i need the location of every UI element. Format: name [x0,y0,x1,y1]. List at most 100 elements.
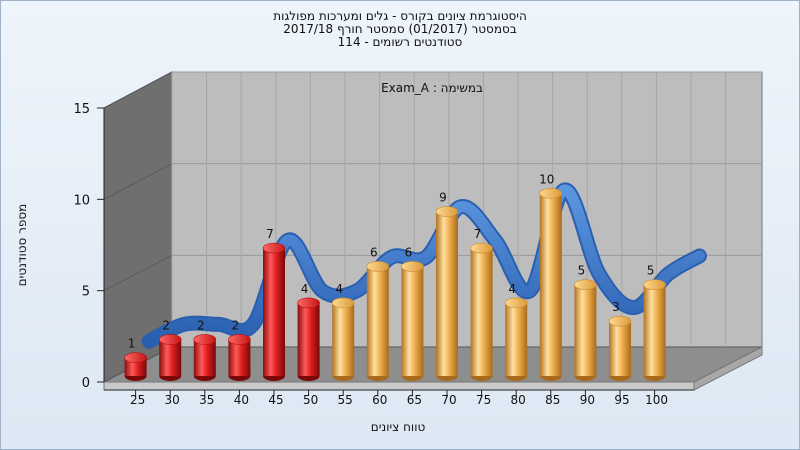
x-tick-label: 100 [645,393,668,407]
bar-top [124,352,147,364]
bar-80 [504,297,528,381]
grid-line-side [103,163,173,200]
bar-top [574,279,597,290]
trend-curve-layer [141,182,707,349]
y-tick-label: 10 [73,193,90,208]
bar-top [504,297,528,309]
bar-top [643,279,666,290]
bar-70 [435,206,459,381]
bar-top [539,188,563,199]
bar-labels-layer: 1 2 2 2 7 4 4 6 6 9 7 4 10 5 3 5 [128,172,655,350]
bar-value-label: 4 [301,282,309,296]
bar-value-label: 6 [405,245,413,259]
x-tick-label: 95 [614,393,629,407]
bar-value-label: 3 [612,300,620,314]
title-line-3: סטודנטים רשומים - 114 [337,35,463,49]
bar-85 [539,188,563,381]
x-tick-label: 65 [407,393,422,407]
bar-value-label: 7 [266,227,274,241]
bar-body [401,266,424,376]
trend-curve [143,184,705,347]
bar-top [435,206,459,217]
chart-subtitle: Exam_A : במשימה [381,81,483,95]
bar-body [470,248,493,376]
grid-line-side [103,254,173,292]
bar-top [470,242,493,254]
bar-value-label: 5 [647,264,655,278]
x-tick-label: 85 [545,393,560,407]
bar-value-label: 4 [335,282,343,296]
title-line-1: היסטוגרמת ציונים בקורס - גלים ומערכות מפ… [273,9,527,23]
x-tick-label: 45 [268,393,283,407]
bar-value-label: 9 [439,191,447,205]
bar-value-label: 4 [508,282,516,296]
bar-90 [574,279,597,381]
y-tick-label: 15 [73,102,90,117]
title-line-2: בסמסטר (01/2017) סמסטר חורף 2017/18 [283,22,517,36]
bar-60 [366,261,390,381]
bar-top [366,261,390,272]
bar-body [366,266,389,376]
x-tick-label: 90 [580,393,595,407]
bar-body [643,284,666,376]
x-tick-label: 35 [199,393,214,407]
bar-body [332,302,355,376]
bar-body [297,302,320,376]
bar-body [228,339,251,376]
bar-25 [124,352,147,381]
grid-line-side [103,71,173,109]
bar-value-label: 7 [474,227,482,241]
bar-body [436,211,458,376]
bar-top [193,334,217,345]
x-tick-label: 40 [234,393,249,407]
bar-body [159,339,182,376]
bar-top [331,297,355,309]
bar-40 [228,334,251,381]
bar-50 [297,297,320,381]
bar-top [401,261,424,272]
bar-top [262,242,286,254]
x-tick-label: 50 [303,393,318,407]
bar-45 [262,242,286,381]
x-tick-label: 70 [441,393,456,407]
x-tick-label: 80 [511,393,526,407]
bar-35 [193,334,217,381]
bar-top [228,334,251,345]
bar-100 [643,279,666,381]
bar-95 [608,315,632,381]
bar-body [539,193,562,376]
x-tick-label: 25 [130,393,145,407]
bar-value-label: 2 [162,318,170,332]
chart-title: היסטוגרמת ציונים בקורס - גלים ומערכות מפ… [0,10,800,49]
x-tick-label: 60 [372,393,387,407]
y-axis-label: מספר סטודנטים [15,203,29,287]
bar-value-label: 10 [539,172,554,186]
bar-75 [470,242,493,381]
bar-body [263,248,285,376]
bar-value-label: 5 [578,264,586,278]
bar-body [193,339,216,376]
bar-value-label: 2 [197,318,205,332]
bar-top [297,297,320,309]
x-tick-label: 30 [165,393,180,407]
bar-value-label: 1 [128,337,136,351]
bar-top [158,334,182,345]
x-axis-label: טווח ציונים [370,420,426,434]
bar-55 [331,297,355,381]
floor-edge-right [693,346,763,391]
x-tick-label: 75 [476,393,491,407]
floor-edge [103,381,695,391]
y-tick-label: 0 [82,376,90,391]
bar-value-label: 6 [370,245,378,259]
y-tick-label: 5 [82,285,90,300]
bar-body [609,321,631,376]
bar-value-label: 2 [232,318,240,332]
bars-layer [124,188,666,381]
bar-body [574,284,597,376]
bar-top [608,315,632,327]
x-tick-label: 55 [338,393,353,407]
bar-body [505,302,528,376]
bar-30 [158,334,182,381]
